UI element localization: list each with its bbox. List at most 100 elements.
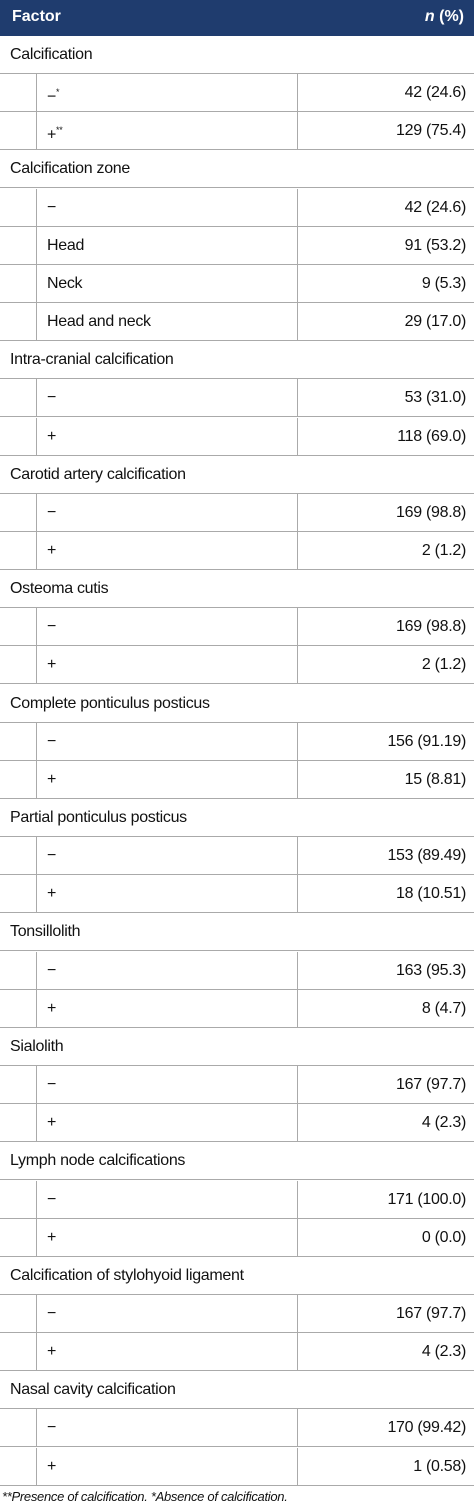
row-label-cell: −: [36, 1294, 298, 1332]
group-row: Sialolith: [0, 1028, 474, 1066]
group-row: Lymph node calcifications: [0, 1142, 474, 1181]
row-label: −: [47, 503, 57, 521]
row-label-cell: −: [36, 1180, 298, 1218]
row-label-cell: Head and neck: [36, 303, 298, 341]
row-label-cell: +**: [36, 112, 298, 150]
row-value: 153 (89.49): [387, 847, 466, 865]
row-label: Neck: [47, 274, 83, 292]
sub-row: +8 (4.7): [0, 989, 474, 1028]
row-value: 42 (24.6): [404, 84, 467, 102]
row-label-cell: −: [36, 1409, 298, 1447]
sub-row: − 167 (97.7): [0, 1294, 474, 1333]
header-factor: Factor: [12, 8, 61, 25]
row-label: Head and neck: [47, 313, 151, 331]
footnote: **Presence of calcification. *Absence of…: [2, 1489, 288, 1504]
row-label-sup: **: [56, 125, 63, 136]
sub-row: +18 (10.51): [0, 875, 474, 914]
row-label-cell: −: [36, 1066, 298, 1104]
row-label-cell: +: [36, 760, 298, 798]
row-value: 29 (17.0): [404, 313, 467, 331]
sub-row: Head and neck 29 (17.0): [0, 303, 474, 342]
group-row: Calcification zone: [0, 150, 474, 189]
row-label: +: [47, 1343, 57, 1361]
row-value: 163 (95.3): [396, 961, 466, 979]
sub-row: − 167 (97.7): [0, 1066, 474, 1105]
row-value: 0 (0.0): [421, 1228, 466, 1246]
row-label-cell: −: [36, 951, 298, 989]
row-label-cell: +: [36, 1218, 298, 1256]
row-label: −: [47, 1304, 57, 1322]
row-label: −: [47, 618, 57, 636]
row-value: 167 (97.7): [396, 1304, 466, 1322]
row-label-cell: −: [36, 837, 298, 875]
row-label: −: [47, 961, 57, 979]
sub-row: +2 (1.2): [0, 531, 474, 570]
row-label-cell: +: [36, 875, 298, 913]
row-value: 4 (2.3): [421, 1114, 466, 1132]
row-label-cell: +: [36, 417, 298, 455]
row-label-cell: +: [36, 989, 298, 1027]
row-value: 91 (53.2): [404, 236, 467, 254]
row-label-cell: −: [36, 722, 298, 760]
row-label-cell: −: [36, 188, 298, 226]
group-row: Complete ponticulus posticus: [0, 685, 474, 723]
sub-row: +** 129 (75.4): [0, 112, 474, 151]
sub-row: − 42 (24.6): [0, 188, 474, 227]
row-value: 118 (69.0): [397, 427, 466, 445]
group-row: Osteoma cutis: [0, 570, 474, 609]
row-value: 171 (100.0): [387, 1190, 466, 1208]
row-label-cell: −: [36, 608, 298, 646]
row-label-sup: *: [56, 87, 60, 98]
row-value: 156 (91.19): [387, 732, 466, 750]
sub-row: +1 (0.58): [0, 1447, 474, 1486]
row-label: −: [47, 1190, 57, 1208]
group-row: Intra-cranial calcification: [0, 341, 474, 380]
sub-row: − 170 (99.42): [0, 1409, 474, 1448]
sub-row: +0 (0.0): [0, 1218, 474, 1257]
sub-row: +118 (69.0): [0, 417, 474, 456]
row-value: 18 (10.51): [396, 885, 466, 903]
sub-row: +15 (8.81): [0, 760, 474, 799]
row-value: 2 (1.2): [421, 656, 466, 674]
row-label: −: [47, 1419, 57, 1437]
row-value: 15 (8.81): [404, 770, 467, 788]
row-value: 169 (98.8): [396, 503, 466, 521]
row-label-cell: +: [36, 1333, 298, 1371]
sub-row: − 171 (100.0): [0, 1180, 474, 1219]
sub-row: − 163 (95.3): [0, 951, 474, 990]
group-row: Carotid artery calcification: [0, 456, 474, 494]
row-label: +: [47, 770, 57, 788]
header-n-symbol: n: [424, 8, 435, 25]
sub-row: −* 42 (24.6): [0, 74, 474, 113]
row-label: Head: [47, 236, 85, 254]
row-label: +: [47, 999, 57, 1017]
row-label-cell: +: [36, 531, 298, 569]
row-label: −: [47, 198, 57, 216]
row-label: +: [47, 1457, 57, 1475]
row-label: +: [47, 1228, 57, 1246]
group-row: Nasal cavity calcification: [0, 1371, 474, 1410]
sub-row: − 169 (98.8): [0, 493, 474, 532]
row-label-cell: +: [36, 646, 298, 684]
row-value: 4 (2.3): [421, 1343, 466, 1361]
sub-row: Neck 9 (5.3): [0, 264, 474, 303]
row-value: 53 (31.0): [404, 389, 467, 407]
row-label-cell: +: [36, 1447, 298, 1485]
sub-row: Head 91 (53.2): [0, 226, 474, 265]
row-label: +: [47, 126, 57, 144]
row-label: +: [47, 1114, 57, 1132]
row-label-cell: −: [36, 493, 298, 531]
row-value: 8 (4.7): [421, 999, 466, 1017]
group-row: Calcification: [0, 36, 474, 74]
row-label-cell: −: [36, 379, 298, 417]
row-label: −: [47, 389, 57, 407]
sub-row: +2 (1.2): [0, 646, 474, 685]
row-label-cell: −*: [36, 74, 298, 112]
sub-row: − 53 (31.0): [0, 379, 474, 418]
row-label: +: [47, 541, 57, 559]
sub-row: − 156 (91.19): [0, 722, 474, 761]
row-value: 9 (5.3): [421, 274, 466, 292]
row-label: −: [47, 847, 57, 865]
sub-row: +4 (2.3): [0, 1333, 474, 1372]
